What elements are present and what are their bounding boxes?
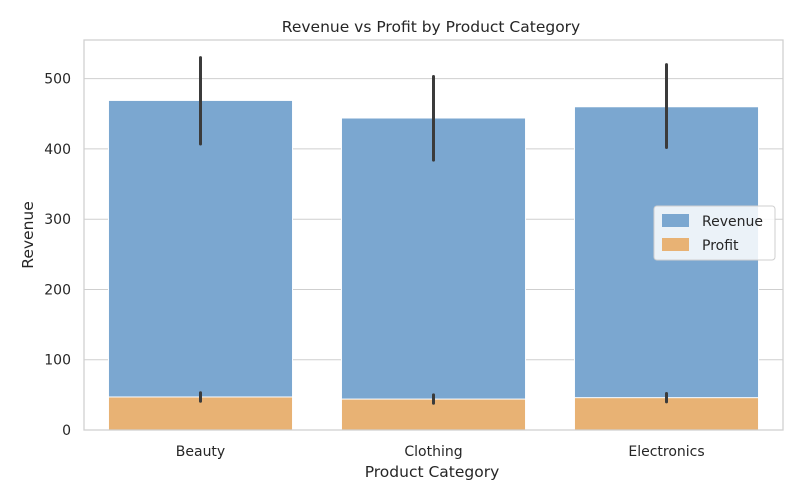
legend-swatch-revenue — [662, 214, 689, 227]
plot-frame — [83, 39, 784, 431]
legend-label-revenue: Revenue — [702, 214, 763, 230]
x-tick-labels: Beauty Clothing Electronics — [176, 444, 705, 460]
x-tick-label: Clothing — [404, 444, 462, 460]
y-tick-label: 0 — [62, 423, 71, 439]
y-tick-labels: 0 100 200 300 400 500 — [44, 72, 71, 439]
chart-title: Revenue vs Profit by Product Category — [282, 18, 580, 36]
y-tick-label: 100 — [44, 353, 71, 369]
y-tick-label: 200 — [44, 282, 71, 298]
bar-revenue-electronics — [573, 106, 760, 431]
error-bars — [199, 56, 668, 405]
bar-revenue-clothing — [340, 117, 527, 431]
y-tick-label: 500 — [44, 72, 71, 88]
legend-label-profit: Profit — [702, 238, 739, 254]
y-tick-label: 300 — [44, 212, 71, 228]
y-axis-label: Revenue — [19, 201, 37, 269]
y-tick-label: 400 — [44, 142, 71, 158]
legend: Revenue Profit — [653, 205, 776, 261]
x-tick-label: Electronics — [628, 444, 704, 460]
legend-swatch-profit — [662, 238, 689, 251]
x-axis-label: Product Category — [365, 463, 500, 481]
bar-revenue-beauty — [107, 99, 294, 431]
x-tick-label: Beauty — [176, 444, 225, 460]
